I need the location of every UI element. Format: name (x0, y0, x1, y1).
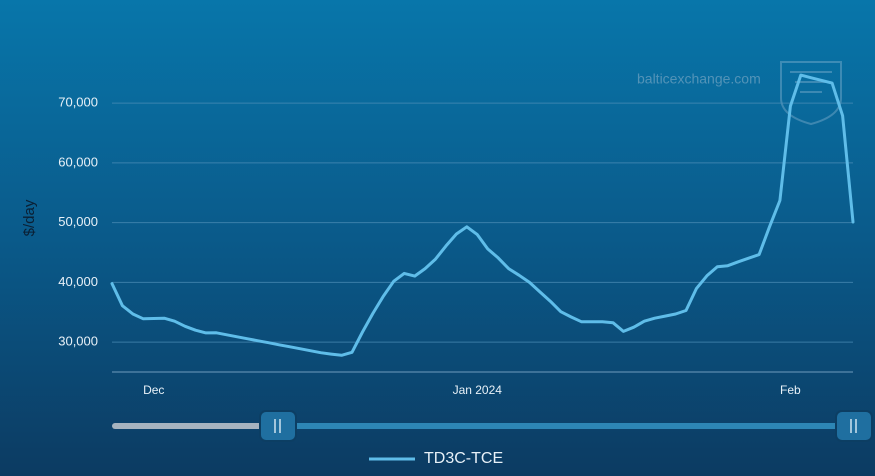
watermark: balticexchange.com (637, 71, 761, 87)
series-line (110, 73, 855, 357)
x-tick-label: Jan 2024 (453, 383, 503, 397)
y-tick-label: 50,000 (58, 214, 98, 229)
y-axis-title: $/day (21, 199, 38, 236)
legend-label[interactable]: TD3C-TCE (424, 450, 503, 467)
y-tick-label: 60,000 (58, 154, 98, 169)
y-tick-label: 70,000 (58, 95, 98, 110)
range-navigator[interactable] (112, 410, 873, 442)
navigator-handle-right[interactable] (835, 410, 873, 442)
x-tick-label: Dec (143, 383, 164, 397)
y-tick-label: 30,000 (58, 334, 98, 349)
legend: TD3C-TCE (369, 450, 503, 467)
navigator-handle-left[interactable] (259, 410, 297, 442)
x-tick-label: Feb (780, 383, 801, 397)
watermark-logo (780, 61, 842, 126)
x-axis-labels: Dec Jan 2024 Feb (143, 383, 801, 397)
plot-lines (110, 73, 855, 357)
y-tick-label: 40,000 (58, 274, 98, 289)
grid: 30,000 40,000 50,000 60,000 70,000 (58, 95, 853, 349)
